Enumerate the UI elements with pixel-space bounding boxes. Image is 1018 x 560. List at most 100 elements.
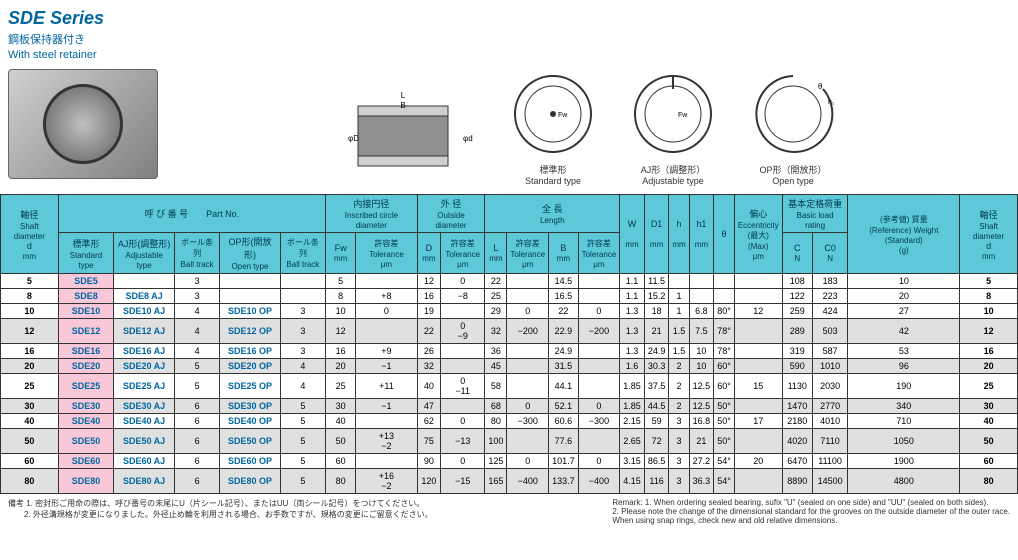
cell-wt: 42 (848, 319, 960, 344)
cell-theta (714, 289, 735, 304)
cell-d2: 16 (960, 344, 1018, 359)
remarks-jp-label: 備考 (8, 499, 24, 508)
cell-wt: 27 (848, 304, 960, 319)
cell-adj: SDE30 AJ (114, 399, 175, 414)
cell-fw: 16 (326, 344, 356, 359)
cell-D1: 44.5 (644, 399, 669, 414)
cell-std: SDE80 (58, 469, 114, 494)
cell-C: 319 (782, 344, 812, 359)
cell-h: 1.5 (669, 344, 689, 359)
bearing-graphic (43, 84, 123, 164)
cell-W: 4.15 (620, 469, 645, 494)
svg-text:φd: φd (463, 134, 473, 143)
cell-h1: 10 (689, 344, 714, 359)
cell-fw: 40 (326, 414, 356, 429)
cell-d2: 5 (960, 274, 1018, 289)
cell-D_tol (441, 344, 485, 359)
adj-label-jp: AJ形（調整形） (641, 165, 706, 175)
cell-B: 14.5 (549, 274, 579, 289)
adjustable-diagram: Fw AJ形（調整形）Adjustable type (628, 69, 718, 186)
cell-L: 36 (485, 344, 507, 359)
cell-d: 12 (1, 319, 59, 344)
cell-ecc: 12 (734, 304, 782, 319)
cell-L_tol: −400 (507, 469, 549, 494)
series-title: SDE Series (8, 8, 1010, 29)
cell-wt: 10 (848, 274, 960, 289)
cell-B_tol (578, 429, 620, 454)
cell-D_tol (441, 359, 485, 374)
cell-std: SDE50 (58, 429, 114, 454)
cell-wt: 53 (848, 344, 960, 359)
cell-bt2 (280, 274, 326, 289)
cell-B: 22.9 (549, 319, 579, 344)
cell-L: 165 (485, 469, 507, 494)
product-image (8, 69, 158, 179)
cell-bt1: 4 (174, 344, 220, 359)
cell-D_tol (441, 304, 485, 319)
cell-fw: 50 (326, 429, 356, 454)
cell-bt1: 5 (174, 374, 220, 399)
cell-bt1: 6 (174, 414, 220, 429)
cell-d2: 8 (960, 289, 1018, 304)
svg-text:θ: θ (818, 82, 823, 91)
cell-fw_tol: +11 (356, 374, 418, 399)
cell-adj: SDE40 AJ (114, 414, 175, 429)
cell-D1: 21 (644, 319, 669, 344)
cell-h1: 16.8 (689, 414, 714, 429)
cell-fw: 12 (326, 319, 356, 344)
cell-h1: 27.2 (689, 454, 714, 469)
cell-C: 2180 (782, 414, 812, 429)
cell-C0: 4010 (812, 414, 848, 429)
table-row: 40SDE40SDE40 AJ6SDE40 OP54062080−30060.6… (1, 414, 1018, 429)
cell-theta: 60° (714, 374, 735, 399)
cell-d2: 40 (960, 414, 1018, 429)
cell-wt: 340 (848, 399, 960, 414)
cell-D: 12 (417, 274, 440, 289)
cell-adj: SDE10 AJ (114, 304, 175, 319)
cell-W: 2.15 (620, 414, 645, 429)
cell-h: 3 (669, 469, 689, 494)
cell-d2: 25 (960, 374, 1018, 399)
cell-D1: 116 (644, 469, 669, 494)
cell-fw: 25 (326, 374, 356, 399)
cell-C0: 2770 (812, 399, 848, 414)
cell-bt1: 4 (174, 319, 220, 344)
cell-theta: 60° (714, 359, 735, 374)
cell-wt: 1900 (848, 454, 960, 469)
cell-h1: 10 (689, 359, 714, 374)
cell-op: SDE25 OP (220, 374, 280, 399)
cell-std: SDE16 (58, 344, 114, 359)
cell-bt2: 3 (280, 344, 326, 359)
cell-h: 2 (669, 399, 689, 414)
cell-B: 44.1 (549, 374, 579, 399)
cell-theta: 50° (714, 399, 735, 414)
cell-B_tol: −300 (578, 414, 620, 429)
remarks-en2: 2. Please note the change of the dimensi… (612, 507, 1010, 516)
cell-W: 1.3 (620, 344, 645, 359)
cell-adj: SDE80 AJ (114, 469, 175, 494)
cell-D1: 24.9 (644, 344, 669, 359)
cell-h1: 7.5 (689, 319, 714, 344)
cell-B: 101.7 (549, 454, 579, 469)
cell-bt2: 4 (280, 359, 326, 374)
op-label-en: Open type (772, 176, 814, 186)
cell-bt1: 3 (174, 289, 220, 304)
cell-C0: 2030 (812, 374, 848, 399)
cell-d: 80 (1, 469, 59, 494)
cell-L_tol: −200 (507, 319, 549, 344)
cell-D_tol: 0 (441, 414, 485, 429)
cell-adj: SDE25 AJ (114, 374, 175, 399)
cell-d: 30 (1, 399, 59, 414)
cell-C0: 503 (812, 319, 848, 344)
svg-text:B: B (400, 101, 405, 110)
cell-L_tol (507, 344, 549, 359)
cell-W: 2.65 (620, 429, 645, 454)
cell-D_tol (441, 399, 485, 414)
cell-bt1: 5 (174, 359, 220, 374)
cell-D: 26 (417, 344, 440, 359)
cell-bt2: 4 (280, 374, 326, 399)
cell-D: 90 (417, 454, 440, 469)
std-label-en: Standard type (525, 176, 581, 186)
svg-text:φD: φD (348, 134, 359, 143)
cell-D: 75 (417, 429, 440, 454)
